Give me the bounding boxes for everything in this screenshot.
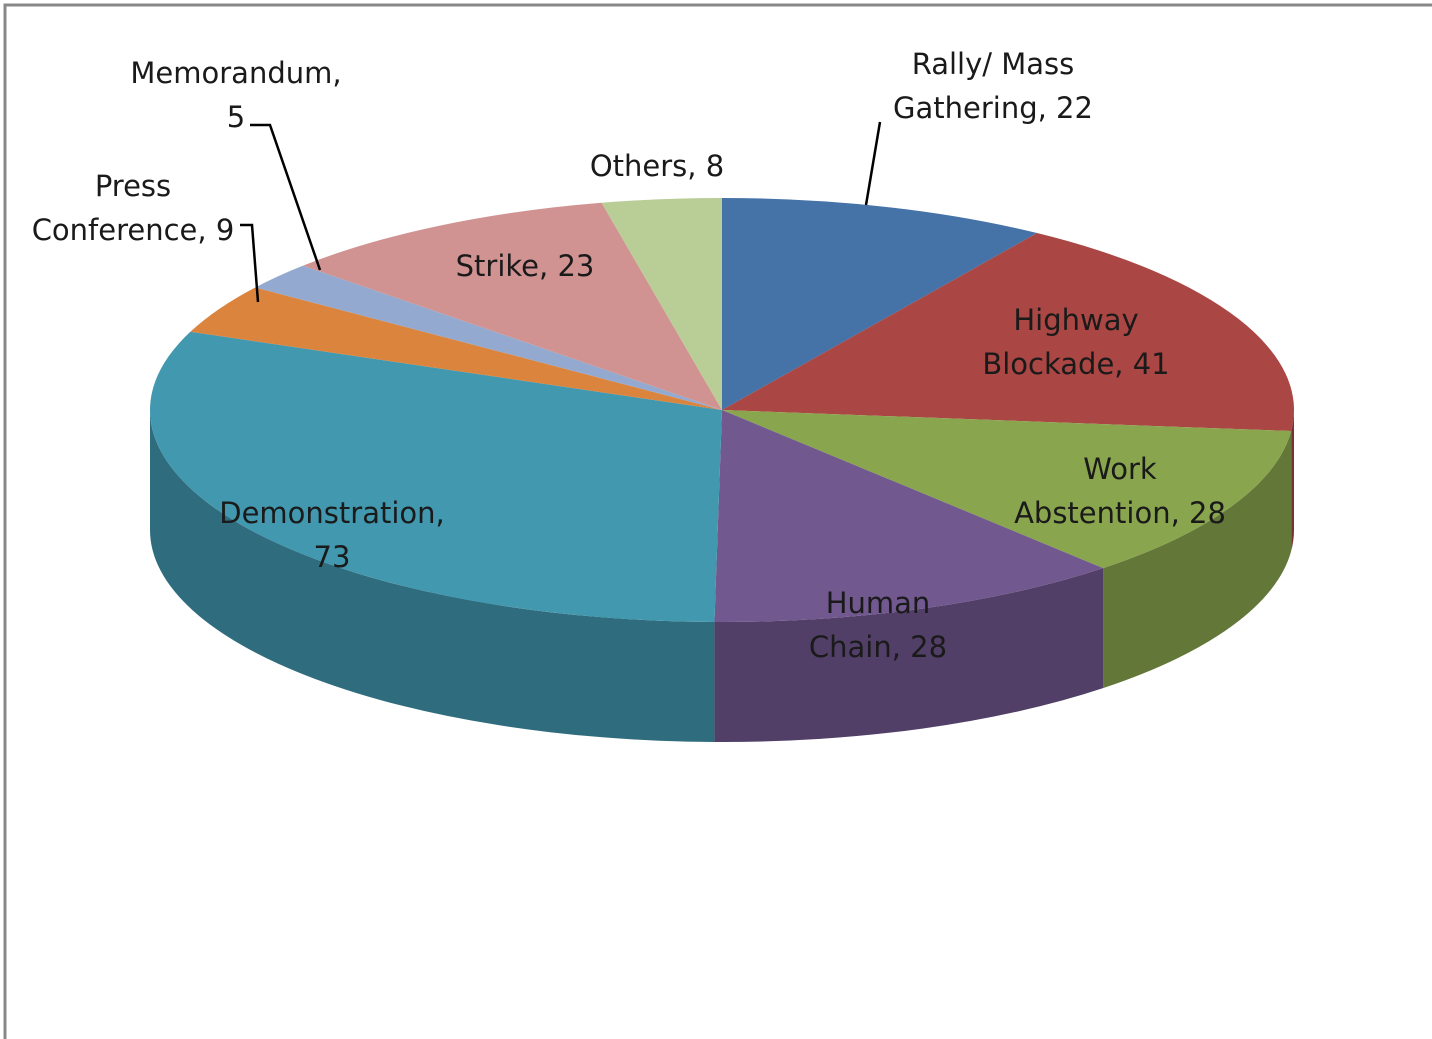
label-line: Blockade, 41 bbox=[982, 347, 1169, 381]
label-line: Human bbox=[826, 586, 931, 620]
pie-slice bbox=[149, 331, 722, 622]
leader-line bbox=[250, 123, 322, 271]
label-line: Chain, 28 bbox=[809, 630, 947, 664]
pie-slice bbox=[722, 410, 1292, 569]
pie-side bbox=[1103, 431, 1292, 689]
label-line: Demonstration, bbox=[219, 496, 445, 530]
pie-slice bbox=[303, 202, 722, 410]
label-line: Work bbox=[1083, 452, 1157, 486]
label-line: Rally/ Mass bbox=[912, 47, 1075, 81]
data-label: Strike, 23 bbox=[456, 249, 595, 283]
label-line: 73 bbox=[314, 540, 351, 574]
label-line: Others, 8 bbox=[590, 149, 724, 183]
chart-frame bbox=[3, 3, 1432, 1039]
pie-side bbox=[714, 568, 1104, 743]
label-line: Press bbox=[95, 169, 171, 203]
data-label: Others, 8 bbox=[590, 149, 724, 183]
pie-slice bbox=[255, 265, 722, 410]
pie-slice bbox=[601, 198, 722, 410]
label-line: Strike, 23 bbox=[456, 249, 595, 283]
data-label: Rally/ Mass Gathering, 22 bbox=[893, 47, 1093, 125]
data-label: Demonstration, 73 bbox=[219, 496, 445, 574]
data-label: Human Chain, 28 bbox=[809, 586, 947, 664]
label-line: Memorandum, bbox=[130, 56, 341, 90]
pie-slice bbox=[722, 233, 1294, 432]
label-line: Gathering, 22 bbox=[893, 91, 1093, 125]
data-label: Memorandum, 5 bbox=[130, 56, 341, 134]
label-line: Conference, 9 bbox=[32, 213, 235, 247]
data-label: Highway Blockade, 41 bbox=[982, 303, 1169, 381]
label-line: Abstention, 28 bbox=[1014, 496, 1226, 530]
data-label: Press Conference, 9 bbox=[32, 169, 235, 247]
pie-slice bbox=[722, 198, 1038, 410]
label-line: 5 bbox=[227, 100, 245, 134]
pie-side bbox=[150, 410, 715, 742]
leader-line bbox=[240, 223, 260, 303]
data-label: Work Abstention, 28 bbox=[1014, 452, 1226, 530]
pie-side bbox=[1291, 410, 1294, 552]
leader-line bbox=[864, 121, 882, 206]
label-line: Highway bbox=[1013, 303, 1138, 337]
pie-slice bbox=[714, 410, 1104, 622]
pie-slice bbox=[190, 287, 722, 410]
